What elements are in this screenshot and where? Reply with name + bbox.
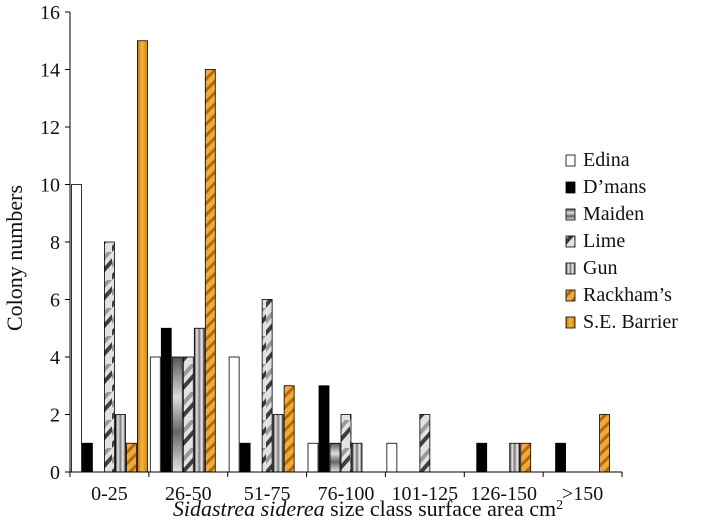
bar-d-mans-3 — [318, 385, 330, 473]
legend-swatch — [565, 289, 576, 302]
bar-rackham-s-6 — [599, 414, 610, 473]
bar-rackham-s-5 — [520, 442, 532, 473]
bar-maiden-3 — [329, 442, 341, 473]
legend-label: Rackham’s — [583, 284, 672, 306]
bar-d-mans-5 — [476, 442, 488, 473]
bar-edina-2 — [228, 356, 240, 473]
bar-gun-1 — [193, 327, 205, 473]
y-tick-label: 2 — [50, 405, 60, 427]
bar-d-mans-2 — [239, 442, 251, 473]
x-tick-label: 26-50 — [165, 483, 212, 505]
bars — [71, 40, 610, 473]
y-tick-label: 16 — [40, 2, 60, 24]
bar-edina-3 — [307, 442, 319, 473]
bar-lime-0 — [104, 241, 115, 473]
bar-lime-2 — [261, 299, 273, 473]
bar-gun-5 — [509, 442, 521, 473]
bar-rackham-s-2 — [283, 385, 295, 473]
bar-gun-2 — [272, 414, 284, 473]
x-tick-label: 76-100 — [318, 483, 375, 505]
bar-edina-0 — [71, 184, 82, 473]
legend-swatch — [565, 181, 576, 194]
bar-edina-1 — [149, 356, 161, 473]
bar-rackham-s-0 — [126, 442, 137, 473]
bar-lime-4 — [419, 414, 431, 473]
x-tick-label: 51-75 — [244, 483, 291, 505]
legend: Edina D’mans Maiden Lime Gun Rackham’s S.E. Ba… — [565, 149, 678, 333]
legend-swatch — [565, 235, 576, 248]
legend-label: S.E. Barrier — [583, 311, 678, 333]
bar-gun-0 — [115, 414, 126, 473]
y-tick-label: 10 — [40, 175, 60, 197]
legend-label: D’mans — [583, 176, 647, 198]
legend-label: Lime — [583, 230, 625, 252]
bar-maiden-1 — [171, 356, 183, 473]
legend-label: Maiden — [583, 203, 644, 225]
bar-d-mans-0 — [82, 442, 93, 473]
x-axis-title: Sidastrea siderea size class surface are… — [173, 496, 563, 521]
x-axis-title-species: Sidastrea siderea — [173, 496, 325, 521]
legend-label: Gun — [583, 257, 617, 279]
x-tick-label: 0-25 — [91, 483, 128, 505]
bar-gun-3 — [351, 442, 363, 473]
bar-rackham-s-1 — [204, 69, 216, 473]
x-axis-ticks: 0-25 26-50 51-75 76-100 101-125 126-150 >150 — [69, 472, 623, 505]
y-axis-ticks: 0 2 4 6 8 10 12 14 16 — [40, 2, 70, 484]
x-tick-label: 101-125 — [392, 483, 459, 505]
legend-swatch — [565, 208, 576, 221]
bar-lime-3 — [340, 414, 352, 473]
legend-swatch — [565, 154, 576, 167]
legend-swatch — [565, 262, 576, 275]
x-tick-label: 126-150 — [470, 483, 537, 505]
y-axis-title: Colony numbers — [2, 185, 27, 331]
legend-label: Edina — [583, 149, 630, 171]
bar-lime-1 — [182, 356, 194, 473]
x-tick-label: >150 — [562, 483, 603, 505]
x-axis-title-text: size class surface area cm — [325, 496, 556, 521]
y-tick-label: 12 — [40, 117, 60, 139]
y-tick-label: 0 — [50, 462, 60, 484]
y-tick-label: 6 — [50, 290, 60, 312]
y-tick-label: 8 — [50, 232, 60, 254]
bar-d-mans-6 — [555, 442, 566, 473]
bar-d-mans-1 — [160, 327, 172, 473]
x-axis-title-superscript: 2 — [556, 498, 563, 513]
y-tick-label: 14 — [40, 60, 60, 82]
y-tick-label: 4 — [50, 347, 60, 369]
bar-edina-4 — [386, 442, 398, 473]
legend-swatch — [565, 316, 576, 329]
bar-s-e-barrier-0 — [137, 40, 148, 473]
